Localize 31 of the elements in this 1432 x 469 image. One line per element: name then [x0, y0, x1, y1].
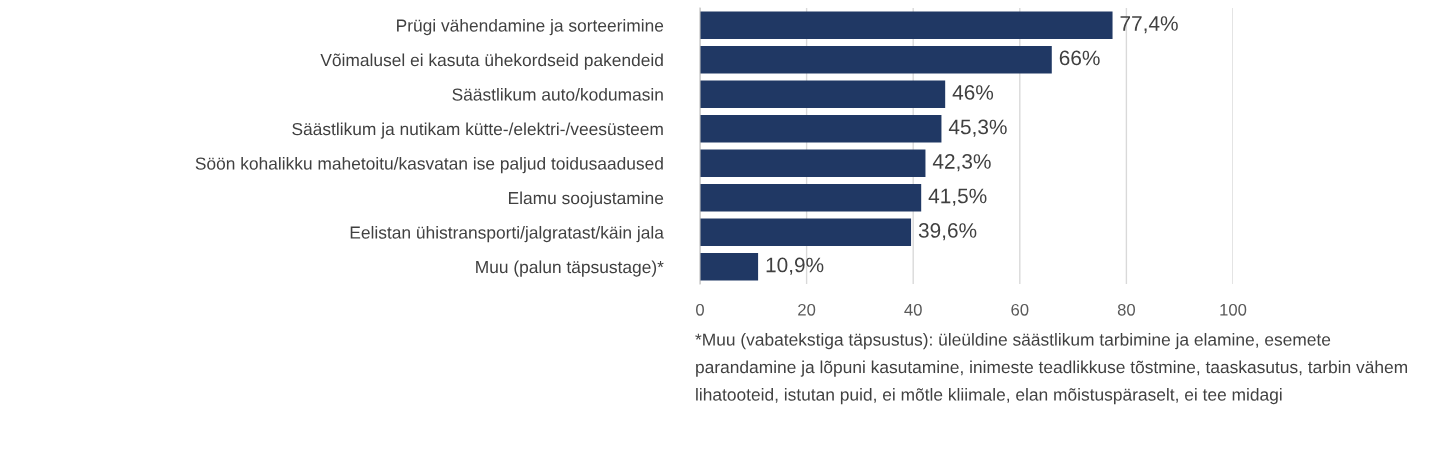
x-tick-label: 0	[696, 303, 704, 316]
data-label: 46%	[952, 85, 994, 100]
bar	[700, 149, 926, 178]
bar	[700, 80, 946, 109]
x-tick-label: 20	[798, 303, 816, 316]
y-tick-label: Võimalusel ei kasuta ühekordseid pakendeid	[320, 53, 663, 70]
bar	[700, 218, 912, 247]
data-label: 42,3%	[932, 154, 991, 172]
bar	[700, 45, 1052, 74]
x-tick-label: 40	[904, 303, 922, 316]
y-tick-label: Säästlikum auto/kodumasin	[452, 87, 663, 101]
bar	[700, 114, 942, 143]
data-label: 10,9%	[766, 257, 824, 275]
y-tick-label: Muu (palun täpsustage)*	[476, 260, 664, 277]
y-tick-label: Säästlikum ja nutikam kütte-/elektri-/veesüsteem	[292, 122, 663, 139]
bar	[700, 252, 759, 281]
x-tick-label: 80	[1117, 303, 1136, 316]
data-label: 45,3%	[948, 119, 1007, 137]
y-tick-label: Söön kohalikku mahetoitu/kasvatan ise paljud toidusaadused	[195, 156, 663, 174]
data-label: 39,6%	[918, 223, 977, 241]
bar	[700, 183, 922, 212]
x-tick-label: 60	[1011, 303, 1029, 316]
text: *Muu (vabatekstiga täpsustus): üleüldine säästlikum tarbimine ja elamine, esemete parandamine ja lõpuni kasutamine, inimeste teadlikkuse tõstmine, taaskasutus, tarbin vähem lihatooteid, istutan puid, ei mõtle kliimale, elan mõistuspäraselt, ei tee midagi	[695, 333, 1408, 405]
x-tick-label: 100	[1220, 303, 1247, 316]
y-tick-label: Elamu soojustamine	[509, 191, 664, 208]
y-tick-label: Prügi vähendamine ja sorteerimine	[397, 18, 664, 36]
data-label: 66%	[1059, 50, 1100, 66]
bar	[700, 11, 1113, 40]
data-label: 77,4%	[1120, 16, 1178, 34]
data-label: 41,5%	[928, 188, 987, 206]
y-tick-label: Eelistan ühistransporti/jalgratast/käin jala	[350, 225, 664, 243]
